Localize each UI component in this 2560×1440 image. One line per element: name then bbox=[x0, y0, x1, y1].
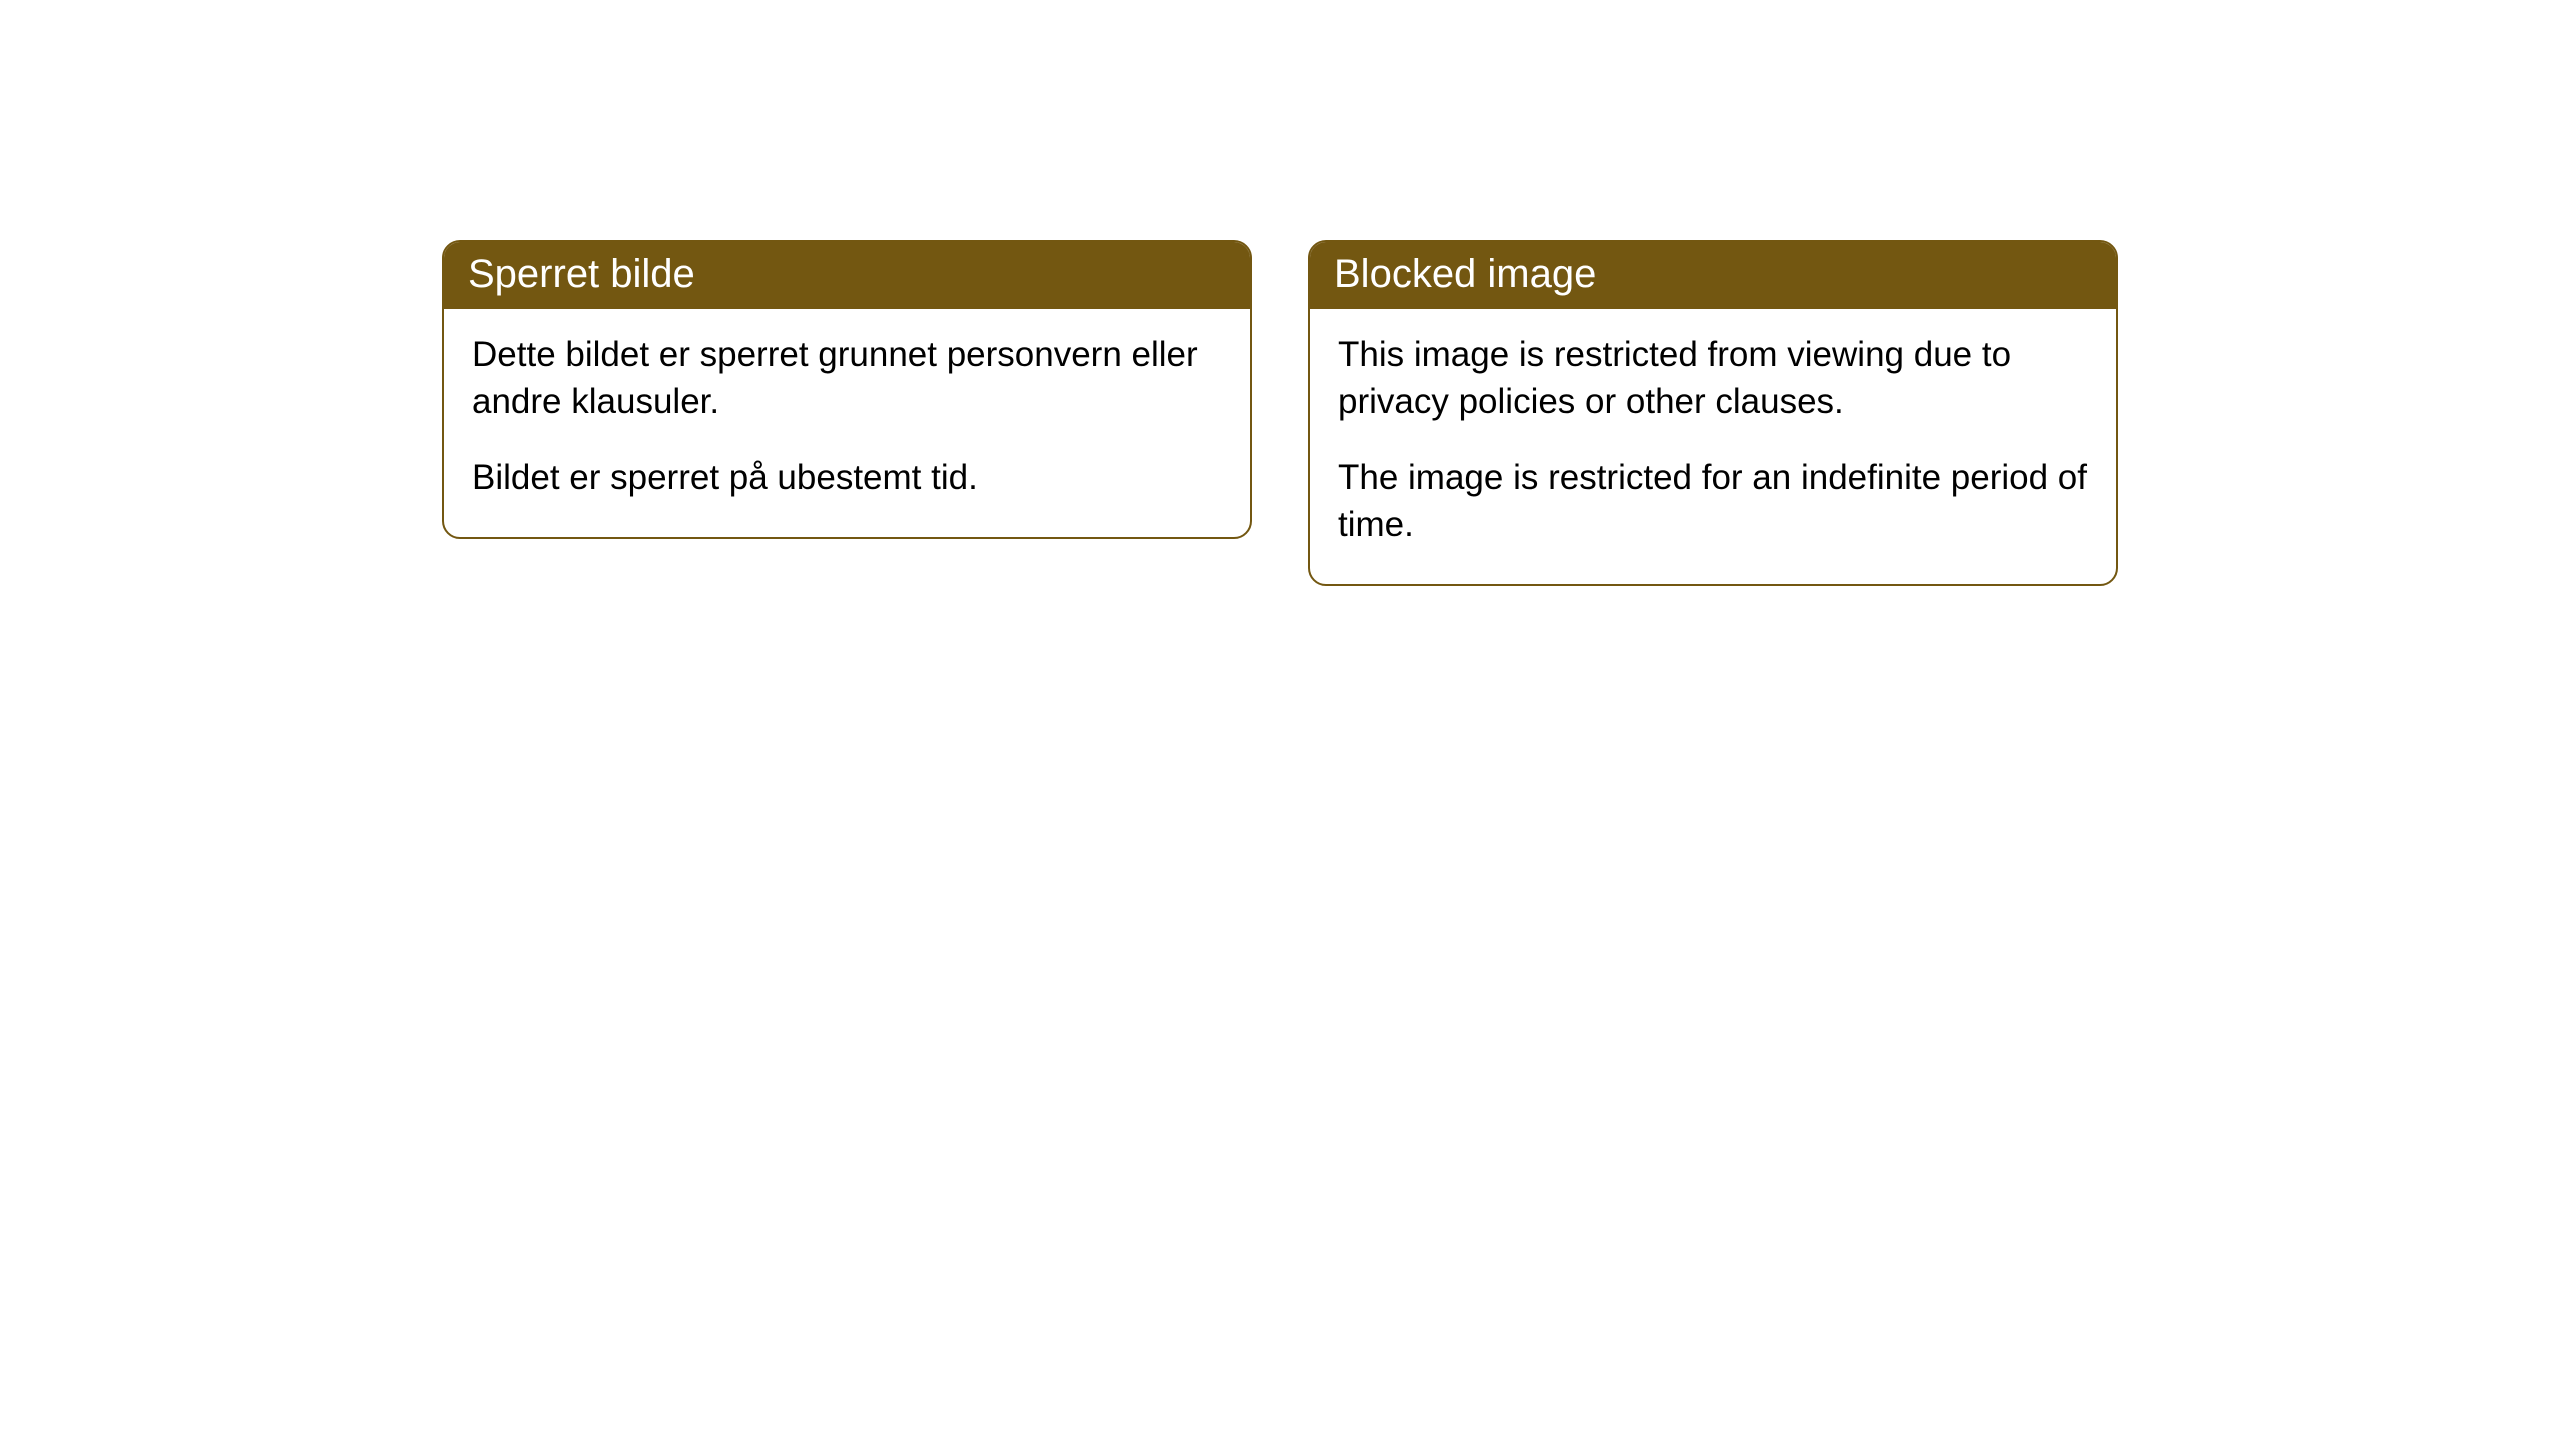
card-paragraph-2: Bildet er sperret på ubestemt tid. bbox=[472, 454, 1222, 501]
card-paragraph-1: Dette bildet er sperret grunnet personve… bbox=[472, 331, 1222, 426]
card-title: Blocked image bbox=[1334, 252, 1596, 296]
blocked-image-card-norwegian: Sperret bilde Dette bildet er sperret gr… bbox=[442, 240, 1252, 539]
card-header: Sperret bilde bbox=[444, 242, 1250, 309]
card-body: Dette bildet er sperret grunnet personve… bbox=[444, 309, 1250, 537]
card-body: This image is restricted from viewing du… bbox=[1310, 309, 2116, 584]
card-header: Blocked image bbox=[1310, 242, 2116, 309]
card-title: Sperret bilde bbox=[468, 252, 695, 296]
card-paragraph-2: The image is restricted for an indefinit… bbox=[1338, 454, 2088, 549]
card-paragraph-1: This image is restricted from viewing du… bbox=[1338, 331, 2088, 426]
blocked-image-card-english: Blocked image This image is restricted f… bbox=[1308, 240, 2118, 586]
